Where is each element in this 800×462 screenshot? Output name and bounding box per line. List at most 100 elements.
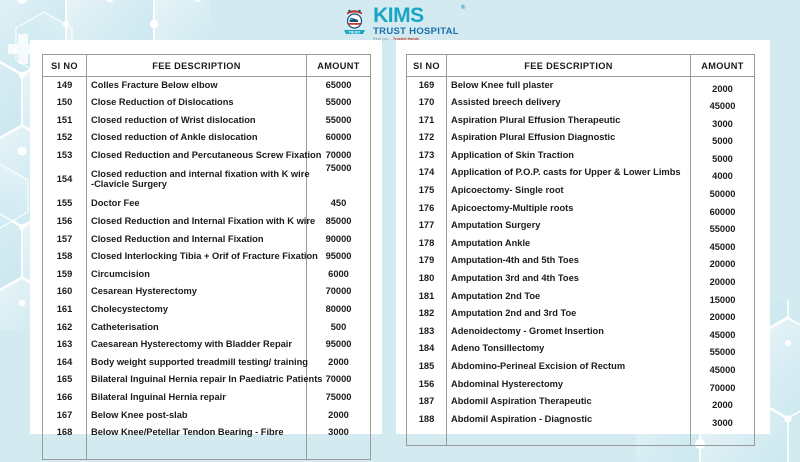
table-row[interactable]: 171 Aspiration Plural Effusion Therapeuti…	[406, 111, 755, 130]
table-row[interactable]: 150 Close Reduction of Dislocations 55000	[42, 94, 371, 112]
cell-sino: 180	[406, 270, 447, 288]
table-row[interactable]: 165 Bilateral Inguinal Hernia repair In P…	[42, 371, 371, 389]
table-bottom-spacer-cell	[42, 441, 87, 460]
table-row[interactable]: 154 Closed reduction and internal fixatio…	[42, 164, 371, 196]
table-row[interactable]: 181 Amputation 2nd Toe 15000	[406, 287, 755, 306]
table-row[interactable]: 187 Abdomil Aspiration Therapeutic 2000	[406, 393, 755, 411]
cell-sino: 160	[42, 283, 87, 302]
cell-description: Body weight supported treadmill testing/…	[86, 353, 308, 372]
cell-description: Abdomil Aspiration Therapeutic	[446, 393, 691, 411]
table-row[interactable]: 159 Circumcision 6000	[42, 265, 371, 284]
column-header-sino: SI NO	[406, 54, 447, 77]
table-row[interactable]: 164 Body weight supported treadmill testi…	[42, 353, 371, 372]
cell-description: Amputation 3rd and 4th Toes	[446, 270, 691, 288]
table-row[interactable]: 149 Colles Fracture Below elbow 65000	[42, 76, 371, 95]
cell-amount: 70000	[306, 283, 371, 302]
cell-amount: 55000	[306, 94, 371, 112]
cell-sino: 169	[406, 76, 447, 95]
table-row[interactable]: 172 Aspiration Plural Effusion Diagnostic…	[406, 129, 755, 147]
table-row[interactable]: 173 Application of Skin Traction 5000	[406, 146, 755, 165]
cell-amount-value: 55000	[709, 224, 736, 235]
cell-description: Abdomino-Perineal Excision of Rectum	[446, 358, 691, 376]
table-row[interactable]: 157 Closed Reduction and Internal Fixatio…	[42, 230, 371, 249]
table-header-row: SI NO FEE DESCRIPTION AMOUNT	[42, 54, 371, 77]
cell-amount: 5000	[690, 146, 755, 165]
table-row[interactable]: 156 Abdominal Hysterectomy 70000	[406, 375, 755, 394]
cell-amount: 2000	[306, 406, 371, 425]
table-row[interactable]: 182 Amputation 2nd and 3rd Toe 20000	[406, 305, 755, 323]
table-row[interactable]: 166 Bilateral Inguinal Hernia repair 75000	[42, 389, 371, 407]
cell-amount: 45000	[690, 322, 755, 341]
table-row[interactable]: 176 Apicoectomy-Multiple roots 60000	[406, 199, 755, 218]
cell-amount-value: 2000	[712, 83, 733, 94]
table-bottom-spacer-cell	[690, 428, 755, 447]
cell-sino: 164	[42, 353, 87, 372]
cell-amount: 45000	[690, 358, 755, 376]
registered-mark: ®	[460, 4, 465, 11]
table-row[interactable]: 151 Closed reduction of Wrist dislocation…	[42, 111, 371, 130]
table-bottom-spacer-cell	[306, 441, 371, 460]
table-row[interactable]: 163 Caesarean Hysterectomy with Bladder R…	[42, 336, 371, 354]
table-row[interactable]: 185 Abdomino-Perineal Excision of Rectum 4…	[406, 358, 755, 376]
table-row[interactable]: 174 Application of P.O.P. casts for Upper…	[406, 164, 755, 183]
cell-sino: 152	[42, 129, 87, 147]
cell-amount-value: 50000	[709, 188, 736, 199]
cell-description: Application of P.O.P. casts for Upper & …	[446, 164, 691, 183]
cell-sino: 172	[406, 129, 447, 147]
cell-amount: 65000	[306, 76, 371, 95]
cell-amount: 75000	[306, 164, 371, 196]
table-row[interactable]: 160 Cesarean Hysterectomy 70000	[42, 283, 371, 302]
table-row[interactable]: 177 Amputation Surgery 55000	[406, 217, 755, 235]
table-row[interactable]: 184 Adeno Tonsillectomy 55000	[406, 340, 755, 358]
cell-sino: 158	[42, 248, 87, 266]
table-row[interactable]: 167 Below Knee post-slab 2000	[42, 406, 371, 425]
table-row[interactable]: 152 Closed reduction of Ankle dislocation…	[42, 129, 371, 147]
cell-description: Closed Reduction and Internal Fixation w…	[86, 213, 315, 231]
table-row[interactable]: 156 Closed Reduction and Internal Fixatio…	[42, 213, 371, 231]
cell-description: Close Reduction of Dislocations	[86, 94, 307, 112]
cell-sino: 171	[406, 111, 447, 130]
brand-name: KIMS	[373, 3, 424, 27]
cell-sino: 156	[406, 375, 447, 394]
brand-tagline-prefix: Rest you…	[373, 36, 393, 41]
cell-description: Bilateral Inguinal Hernia repair	[86, 389, 307, 407]
cell-amount: 95000	[306, 336, 371, 354]
cell-sino: 187	[406, 393, 447, 411]
table-row[interactable]: 168 Below Knee/Petellar Tendon Bearing - …	[42, 424, 371, 442]
table-row[interactable]: 175 Apicoectomy- Single root 50000	[406, 182, 755, 200]
cell-amount-value: 45000	[709, 364, 736, 375]
table-row[interactable]: 170 Assisted breech delivery 45000	[406, 94, 755, 112]
cell-description: Abdominal Hysterectomy	[446, 375, 691, 394]
cell-description: Amputation Surgery	[446, 217, 691, 235]
cell-amount: 75000	[306, 389, 371, 407]
cell-sino: 175	[406, 182, 447, 200]
table-row[interactable]: 169 Below Knee full plaster 2000	[406, 76, 755, 95]
cell-description: Apicoectomy-Multiple roots	[446, 199, 691, 218]
table-row[interactable]: 180 Amputation 3rd and 4th Toes 20000	[406, 270, 755, 288]
cell-amount: 500	[306, 318, 371, 337]
cell-amount: 60000	[690, 199, 755, 218]
table-row[interactable]: 155 Doctor Fee 450	[42, 195, 371, 214]
table-row[interactable]: 153 Closed Reduction and Percutaneous Scr…	[42, 146, 371, 165]
cell-description: Closed reduction and internal fixation w…	[86, 164, 310, 196]
table-row[interactable]: 188 Abdomil Aspiration - Diagnostic 3000	[406, 410, 755, 429]
table-row[interactable]: 179 Amputation-4th and 5th Toes 20000	[406, 252, 755, 271]
cell-amount: 55000	[690, 217, 755, 235]
cell-description: Bilateral Inguinal Hernia repair In Paed…	[86, 371, 322, 389]
table-row[interactable]: 161 Cholecystectomy 80000	[42, 301, 371, 319]
brand-subtitle: TRUST HOSPITAL	[373, 25, 459, 37]
cell-sino: 153	[42, 146, 87, 165]
cell-amount-value: 45000	[709, 101, 736, 112]
cell-sino: 176	[406, 199, 447, 218]
cell-amount: 15000	[690, 287, 755, 306]
table-bottom-spacer	[42, 441, 371, 460]
cell-amount-value: 45000	[709, 241, 736, 252]
fee-table-card-left: SI NO FEE DESCRIPTION AMOUNT 149 Colles F…	[30, 40, 382, 460]
table-row[interactable]: 158 Closed Interlocking Tibia + Orif of F…	[42, 248, 371, 266]
table-row[interactable]: 178 Amputation Ankle 45000	[406, 234, 755, 253]
table-bottom-spacer-cell	[406, 428, 447, 447]
fee-table-left: SI NO FEE DESCRIPTION AMOUNT 149 Colles F…	[42, 54, 371, 460]
cell-amount-value: 5000	[712, 153, 733, 164]
table-row[interactable]: 183 Adenoidectomy - Gromet Insertion 45000	[406, 322, 755, 341]
table-row[interactable]: 162 Catheterisation 500	[42, 318, 371, 337]
